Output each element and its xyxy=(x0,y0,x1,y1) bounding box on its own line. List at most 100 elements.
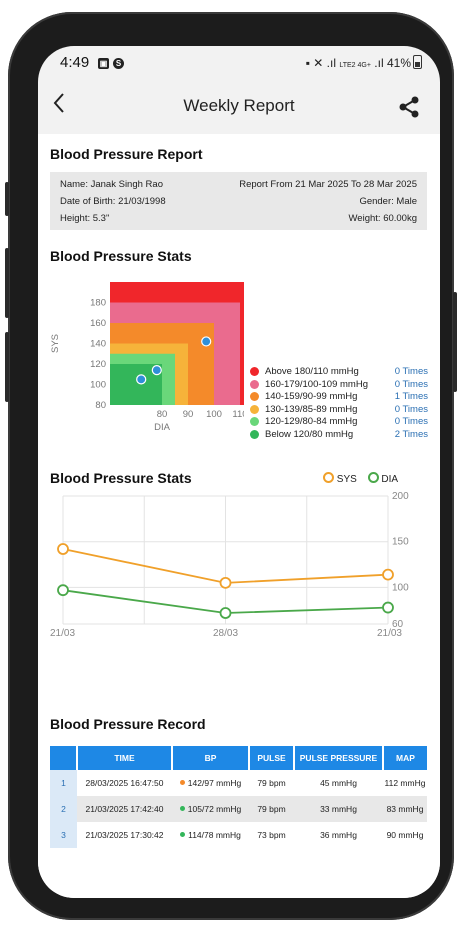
series-point-sys xyxy=(57,543,69,555)
network-label: LTE2 4G+ xyxy=(339,62,371,69)
battery-label: 41% xyxy=(386,56,411,70)
legend-label: Below 120/80 mmHg xyxy=(265,428,354,440)
back-button[interactable] xyxy=(52,92,76,122)
app-bar: Weekly Report xyxy=(38,82,440,134)
legend-item: 160-179/100-109 mmHg 0 Times xyxy=(250,379,428,391)
row-pulse: 73 bpm xyxy=(249,822,294,848)
report-content: Blood Pressure Report Name: Janak Singh … xyxy=(38,134,440,898)
column-header-time: TIME xyxy=(77,746,173,770)
legend-label: 140-159/90-99 mmHg xyxy=(265,391,358,402)
row-time: 21/03/2025 17:30:42 xyxy=(77,822,172,848)
column-header-map: MAP xyxy=(383,746,427,770)
y-axis-label: SYS xyxy=(50,334,61,353)
row-pulse-pressure: 36 mmHg xyxy=(294,822,383,848)
status-bar: 4:49 ▣ S ▪ ✕ .ıl LTE2 4G+ .ıl 41% xyxy=(38,46,440,82)
row-index: 1 xyxy=(50,770,77,796)
legend-count: 1 Times xyxy=(394,391,428,402)
legend-count: 0 Times xyxy=(394,403,428,415)
y-tick-label: 180 xyxy=(90,298,106,309)
legend-color-dot xyxy=(250,379,259,389)
data-point xyxy=(151,365,162,376)
legend-item: 120-129/80-84 mmHg 0 Times xyxy=(250,416,428,428)
legend-item: Below 120/80 mmHg 2 Times xyxy=(250,429,428,441)
row-pulse-pressure: 33 mmHg xyxy=(294,796,383,822)
table-row[interactable]: 3 21/03/2025 17:30:42 114/78 mmHg 73 bpm… xyxy=(50,822,427,848)
y-tick-label: 80 xyxy=(95,400,106,411)
stats-zone-heading: Blood Pressure Stats xyxy=(50,248,192,264)
patient-weight: Weight: 60.00kg xyxy=(348,213,417,224)
patient-dob: Date of Birth: 21/03/1998 xyxy=(60,196,166,207)
legend-count: 0 Times xyxy=(394,416,428,427)
bp-status-dot xyxy=(180,832,186,837)
table-row[interactable]: 2 21/03/2025 17:42:40 105/72 mmHg 79 bpm… xyxy=(50,796,427,822)
series-point-dia xyxy=(382,601,394,614)
dia-legend-label: DIA xyxy=(381,474,399,485)
phone-frame: 4:49 ▣ S ▪ ✕ .ıl LTE2 4G+ .ıl 41% Weekly… xyxy=(5,12,457,920)
legend-count: 2 Times xyxy=(394,428,428,440)
row-time: 28/03/2025 16:47:50 xyxy=(77,770,172,796)
row-pulse: 79 bpm xyxy=(249,770,294,796)
dia-legend-marker xyxy=(367,472,379,483)
y-tick-label: 60 xyxy=(392,619,404,630)
status-time: 4:49 xyxy=(60,54,90,71)
report-period: Report From 21 Mar 2025 To 28 Mar 2025 xyxy=(239,179,417,190)
legend-item: Above 180/110 mmHg 0 Times xyxy=(250,366,428,378)
chevron-left-icon xyxy=(53,93,64,113)
x-tick-label: 100 xyxy=(206,409,222,420)
row-bp: 114/78 mmHg xyxy=(172,822,249,848)
column-header-bp: BP xyxy=(172,746,250,770)
data-point xyxy=(201,336,212,347)
trend-legend: SYS DIA xyxy=(323,472,398,485)
volume-down-button xyxy=(5,248,9,318)
share-button[interactable] xyxy=(398,96,420,118)
gallery-icon: ▣ xyxy=(98,58,109,69)
data-point xyxy=(136,374,147,385)
legend-label: 130-139/85-89 mmHg xyxy=(265,403,358,415)
row-bp: 142/97 mmHg xyxy=(172,770,249,796)
x-tick-label: 28/03 xyxy=(213,628,238,639)
legend-color-dot xyxy=(250,367,259,376)
row-pulse-pressure: 45 mmHg xyxy=(294,770,383,796)
bp-trend-chart: 60 100 150 200 21/03 28/03 21/03 xyxy=(50,491,409,639)
row-bp-value: 105/72 mmHg xyxy=(187,804,242,814)
x-axis-label: DIA xyxy=(154,422,171,433)
legend-count: 0 Times xyxy=(394,378,428,390)
side-button xyxy=(5,332,9,402)
skype-icon: S xyxy=(113,58,124,69)
bp-status-dot xyxy=(179,806,185,811)
x-tick-label: 110 xyxy=(232,409,244,420)
share-icon xyxy=(399,96,419,118)
x-tick-label: 90 xyxy=(183,409,194,420)
page-title: Weekly Report xyxy=(183,96,295,115)
volume-up-button xyxy=(5,182,9,216)
legend-item: 140-159/90-99 mmHg 1 Times xyxy=(250,391,428,403)
row-map: 90 mmHg xyxy=(383,822,427,848)
y-tick-label: 200 xyxy=(392,491,409,502)
series-point-sys xyxy=(219,576,232,589)
x-tick-label: 21/03 xyxy=(50,628,75,639)
app-screen: 4:49 ▣ S ▪ ✕ .ıl LTE2 4G+ .ıl 41% Weekly… xyxy=(38,46,440,898)
legend-color-dot xyxy=(250,404,259,414)
patient-info-box: Name: Janak Singh Rao Report From 21 Mar… xyxy=(50,172,427,230)
table-header-row: TIME BP PULSE PULSE PRESSURE MAP xyxy=(50,746,427,770)
y-tick-label: 140 xyxy=(90,339,106,350)
bp-record-table: TIME BP PULSE PULSE PRESSURE MAP 1 28/03… xyxy=(50,746,427,848)
sys-legend-marker xyxy=(323,472,334,483)
report-heading: Blood Pressure Report xyxy=(50,146,203,162)
y-tick-label: 120 xyxy=(90,359,106,370)
x-tick-label: 80 xyxy=(157,409,168,420)
bp-status-dot xyxy=(179,780,185,785)
x-tick-label: 21/03 xyxy=(377,628,402,639)
sys-legend-label: SYS xyxy=(336,474,357,485)
battery-icon xyxy=(413,55,422,69)
bp-zone-chart: 801001201401601808090100110120SYSDIA xyxy=(50,282,244,433)
legend-label: Above 180/110 mmHg xyxy=(265,366,359,377)
column-header-index xyxy=(50,746,78,770)
table-row[interactable]: 1 28/03/2025 16:47:50 142/97 mmHg 79 bpm… xyxy=(50,770,427,796)
row-map: 112 mmHg xyxy=(383,770,427,796)
legend-count: 0 Times xyxy=(394,366,428,377)
patient-name: Name: Janak Singh Rao xyxy=(60,179,163,190)
series-point-dia xyxy=(219,607,232,619)
row-map: 83 mmHg xyxy=(383,796,427,822)
legend-color-dot xyxy=(250,429,259,439)
